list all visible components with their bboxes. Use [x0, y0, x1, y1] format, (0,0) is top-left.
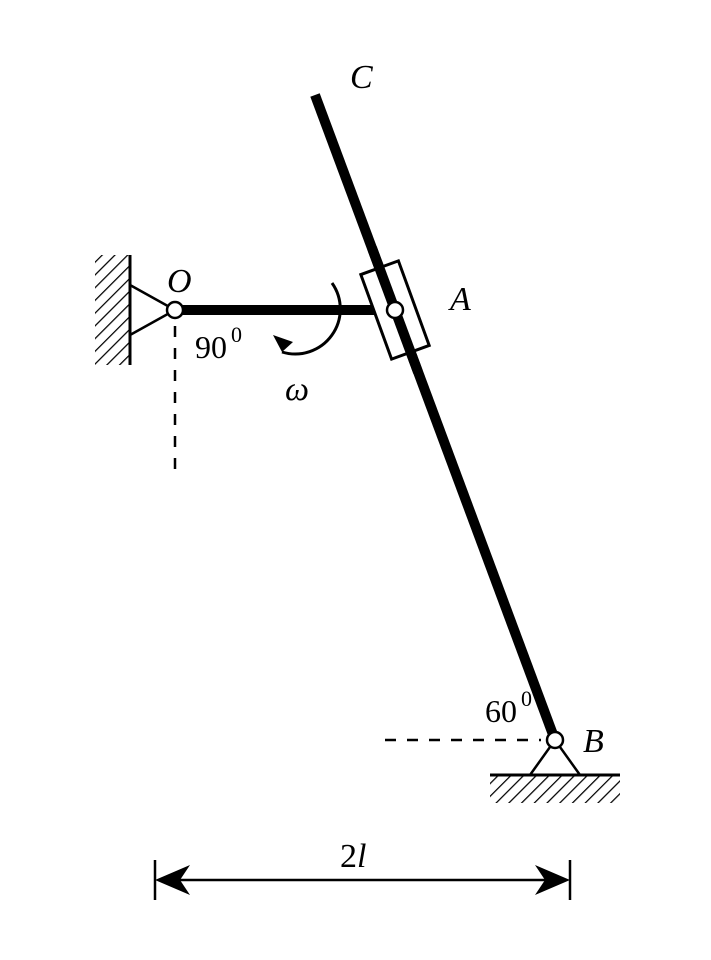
- svg-text:0: 0: [231, 322, 242, 347]
- svg-text:60: 60: [485, 693, 517, 729]
- dimension-label-2l: 2l: [340, 838, 366, 875]
- omega-label: ω: [285, 371, 309, 408]
- pin-O: [167, 302, 183, 318]
- svg-text:0: 0: [521, 686, 532, 711]
- label-A: A: [448, 281, 471, 318]
- svg-text:90: 90: [195, 329, 227, 365]
- pin-A: [387, 302, 403, 318]
- support-wall-O: [95, 255, 175, 365]
- label-B: B: [583, 723, 604, 760]
- label-O: O: [167, 263, 192, 300]
- label-C: C: [350, 59, 373, 96]
- mechanism-diagram: O A B C 90 0 60 0 ω 2l: [0, 0, 711, 960]
- pin-B: [547, 732, 563, 748]
- bar-BC: [315, 95, 555, 740]
- angle-label-O: 90 0: [195, 322, 242, 365]
- angle-label-B: 60 0: [485, 686, 532, 729]
- angular-velocity-arc: [273, 283, 340, 354]
